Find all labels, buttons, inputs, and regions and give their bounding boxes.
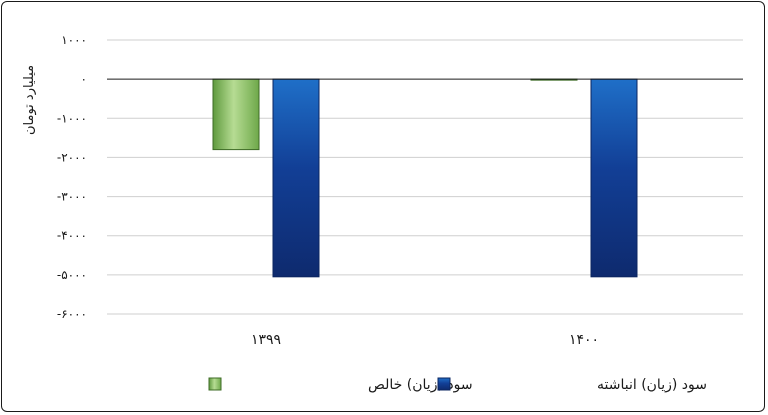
bar-accumulated-profit — [590, 78, 638, 278]
legend: سود (زیان) خالص سود (زیان) انباشته — [208, 377, 707, 393]
y-tick-label: -۱۰۰۰ — [57, 111, 87, 125]
x-category-label: ۱۴۰۰ — [569, 332, 599, 348]
x-category-label: ۱۳۹۹ — [251, 332, 281, 348]
gridlines — [107, 39, 743, 315]
y-tick-label: ۰ — [81, 72, 87, 86]
y-axis-label: میلیارد تومان — [22, 65, 37, 135]
y-tick-label: -۳۰۰۰ — [57, 190, 87, 204]
legend-swatch — [208, 377, 222, 391]
legend-swatch — [437, 377, 451, 391]
y-axis-ticks: ۱۰۰۰ ۰ -۱۰۰۰ -۲۰۰۰ -۳۰۰۰ -۴۰۰۰ -۵۰۰۰ -۶۰۰۰ — [57, 33, 87, 321]
y-tick-label: -۵۰۰۰ — [57, 268, 87, 282]
y-tick-label: ۱۰۰۰ — [61, 33, 87, 47]
y-tick-label: -۴۰۰۰ — [57, 229, 87, 243]
x-axis-categories: ۱۳۹۹ ۱۴۰۰ — [251, 332, 599, 348]
y-tick-label: -۲۰۰۰ — [57, 150, 87, 164]
legend-label: سود (زیان) خالص — [368, 377, 473, 393]
bars — [212, 78, 638, 278]
y-tick-label: -۶۰۰۰ — [57, 307, 87, 321]
bar-accumulated-profit — [272, 78, 320, 278]
legend-label: سود (زیان) انباشته — [597, 377, 707, 393]
bar-net-profit — [212, 78, 260, 151]
